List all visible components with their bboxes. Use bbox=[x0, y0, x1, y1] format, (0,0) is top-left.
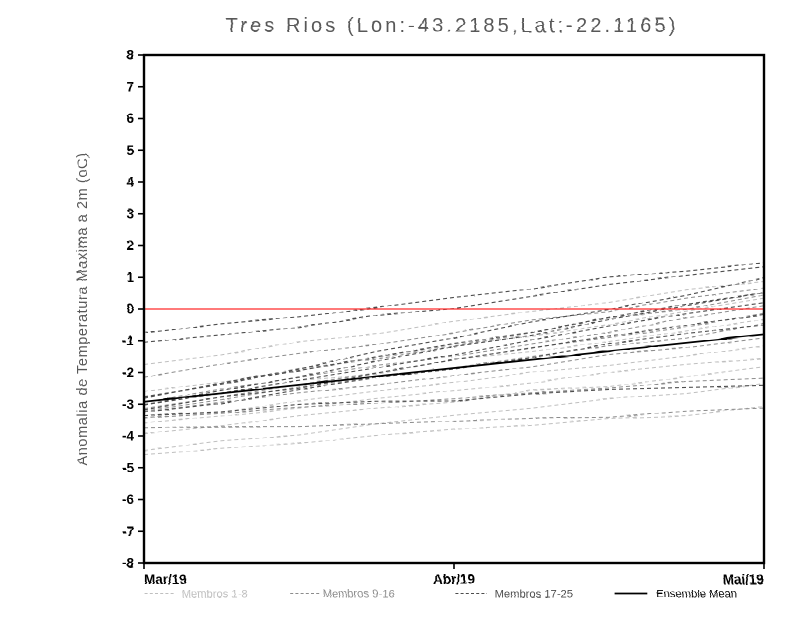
svg-text:-6: -6 bbox=[122, 492, 134, 507]
svg-text:2: 2 bbox=[126, 238, 134, 253]
svg-text:Membros 1-8: Membros 1-8 bbox=[182, 589, 248, 601]
svg-text:6: 6 bbox=[126, 111, 134, 126]
svg-text:3: 3 bbox=[126, 206, 134, 221]
svg-text:Tres Rios (Lon:-43.2185,Lat:-2: Tres Rios (Lon:-43.2185,Lat:-22.1165) bbox=[226, 15, 679, 37]
svg-text:-5: -5 bbox=[122, 460, 134, 475]
svg-text:-8: -8 bbox=[122, 556, 134, 571]
svg-text:5: 5 bbox=[126, 143, 134, 158]
svg-text:Mai/19: Mai/19 bbox=[723, 572, 764, 587]
svg-text:1: 1 bbox=[126, 270, 134, 285]
svg-text:7: 7 bbox=[126, 79, 134, 94]
svg-text:0: 0 bbox=[126, 302, 134, 317]
svg-text:Mar/19: Mar/19 bbox=[144, 572, 187, 587]
svg-text:-1: -1 bbox=[122, 333, 134, 348]
svg-text:Ensemble Mean: Ensemble Mean bbox=[656, 589, 737, 601]
svg-text:Anomalia de Temperatura Maxima: Anomalia de Temperatura Maxima a 2m (oC) bbox=[75, 152, 91, 465]
svg-text:Membros 9-16: Membros 9-16 bbox=[323, 589, 395, 601]
svg-text:8: 8 bbox=[126, 48, 134, 63]
svg-text:Membros 17-25: Membros 17-25 bbox=[495, 589, 573, 601]
svg-text:-4: -4 bbox=[122, 429, 134, 444]
svg-text:-3: -3 bbox=[122, 397, 134, 412]
svg-text:-7: -7 bbox=[122, 524, 134, 539]
svg-text:Abr/19: Abr/19 bbox=[433, 572, 475, 587]
svg-text:-2: -2 bbox=[122, 365, 134, 380]
svg-text:4: 4 bbox=[126, 175, 134, 190]
